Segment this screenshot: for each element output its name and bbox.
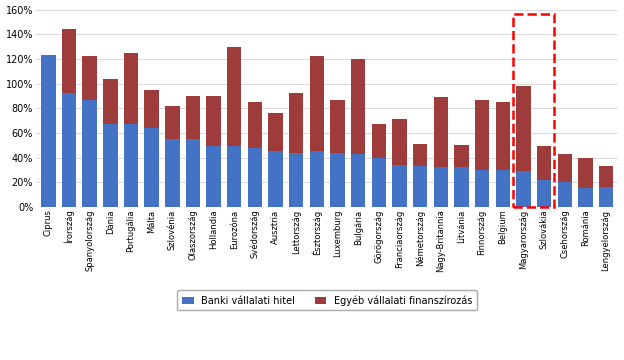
Bar (392, 119, 407, 165)
Bar (165, 106, 180, 139)
Bar (578, 188, 593, 207)
Bar (372, 124, 386, 158)
Bar (165, 139, 180, 207)
Bar (186, 139, 200, 207)
Bar (413, 166, 427, 207)
Bar (310, 57, 324, 151)
Bar (516, 171, 530, 207)
Bar (144, 90, 159, 128)
Bar (599, 187, 613, 207)
Bar (124, 124, 138, 207)
Bar (351, 59, 366, 154)
Bar (207, 96, 221, 147)
Bar (351, 154, 366, 207)
Bar (82, 100, 97, 207)
Bar (227, 46, 241, 147)
Bar (103, 124, 117, 207)
Legend: Banki vállalati hitel, Egyéb vállalati finanszírozás: Banki vállalati hitel, Egyéb vállalati f… (177, 290, 477, 310)
Bar (495, 102, 510, 170)
Bar (227, 147, 241, 207)
Bar (41, 55, 56, 207)
Bar (186, 96, 200, 139)
Bar (557, 154, 572, 182)
Bar (372, 158, 386, 207)
Bar (289, 93, 303, 153)
Bar (434, 97, 448, 167)
Bar (289, 153, 303, 207)
Bar (434, 167, 448, 207)
Bar (557, 182, 572, 207)
Bar (516, 86, 530, 171)
Bar (103, 78, 117, 124)
Bar (268, 151, 283, 207)
Bar (62, 93, 76, 207)
Bar (475, 170, 489, 207)
Bar (82, 57, 97, 100)
Bar (62, 29, 76, 93)
Bar (537, 180, 552, 207)
Bar (599, 166, 613, 187)
Bar (268, 113, 283, 151)
Bar (413, 144, 427, 166)
Bar (454, 167, 469, 207)
Bar (207, 147, 221, 207)
Bar (475, 100, 489, 170)
Bar (537, 147, 552, 180)
Bar (310, 151, 324, 207)
Bar (144, 128, 159, 207)
Bar (495, 170, 510, 207)
Bar (248, 102, 262, 148)
Bar (578, 158, 593, 188)
Bar (124, 53, 138, 124)
Bar (248, 148, 262, 207)
Bar (330, 100, 344, 153)
Bar (392, 165, 407, 207)
Bar (454, 145, 469, 167)
Bar (330, 153, 344, 207)
